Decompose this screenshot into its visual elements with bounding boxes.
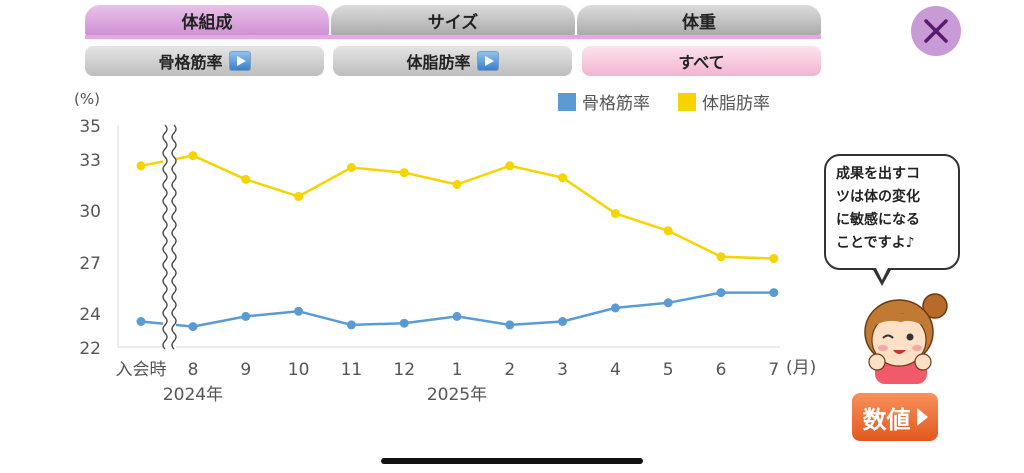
bubble-tail — [875, 266, 889, 280]
x-tick-label: 6 — [716, 360, 727, 380]
year-label: 2024年 — [163, 385, 223, 405]
data-point — [399, 168, 409, 178]
tab-label: 体重 — [682, 13, 716, 33]
year-label: 2025年 — [427, 385, 487, 405]
x-tick-label: 12 — [393, 360, 415, 380]
data-point — [769, 254, 779, 264]
subtab-label: 骨格筋率 — [158, 53, 223, 72]
subtab-all[interactable]: すべて — [582, 46, 821, 76]
axis-break-line — [162, 124, 168, 350]
data-point — [136, 317, 146, 326]
subtab-body-fat[interactable]: 体脂肪率 — [333, 46, 572, 76]
data-point — [716, 252, 726, 262]
axis-break-band — [163, 125, 176, 349]
coach-avatar-icon — [864, 293, 948, 384]
data-point — [346, 320, 356, 330]
values-button[interactable]: 数値 — [852, 393, 938, 441]
subtab-label: 体脂肪率 — [406, 53, 471, 72]
tab-body-composition[interactable]: 体組成 — [85, 5, 329, 36]
bubble-line: ツは体の変化 — [836, 189, 920, 205]
data-point — [610, 208, 620, 218]
data-point — [294, 306, 304, 316]
data-point — [294, 191, 304, 201]
x-tick-label: 3 — [557, 360, 568, 380]
data-point — [188, 322, 198, 332]
y-tick-label: 30 — [79, 202, 101, 222]
series-line-1 — [140, 154, 774, 260]
legend-swatch — [678, 93, 696, 111]
legend-swatch — [558, 93, 576, 111]
x-tick-label: 入会時 — [116, 360, 167, 380]
y-tick-label: 35 — [79, 117, 101, 137]
x-tick-label: 2 — [504, 360, 515, 380]
data-point — [241, 174, 251, 184]
advice-bubble: 成果を出すコ ツは体の変化 に敏感になる ことですよ♪ — [824, 154, 960, 270]
close-button[interactable] — [911, 6, 961, 56]
home-indicator[interactable] — [381, 458, 643, 464]
legend-label: 体脂肪率 — [702, 94, 770, 114]
series-line-0 — [140, 291, 774, 328]
data-point — [558, 173, 568, 183]
close-icon — [924, 19, 948, 43]
y-axis-unit: (%) — [74, 90, 100, 108]
subtab-skeletal-muscle[interactable]: 骨格筋率 — [85, 46, 324, 76]
data-point — [346, 163, 356, 172]
data-point — [505, 320, 515, 330]
data-point — [399, 318, 409, 328]
axis-break-line — [171, 124, 177, 350]
data-point — [558, 317, 568, 326]
tab-label: サイズ — [427, 13, 479, 33]
data-point — [769, 288, 779, 298]
subtab-label: すべて — [678, 53, 725, 72]
data-point — [716, 288, 726, 298]
tab-weight[interactable]: 体重 — [577, 5, 821, 36]
data-point — [663, 226, 673, 236]
data-point — [663, 298, 673, 308]
values-button-label: 数値 — [862, 405, 911, 434]
play-icon — [916, 408, 928, 426]
tab-label: 体組成 — [181, 13, 233, 33]
y-tick-label: 27 — [79, 254, 101, 274]
x-tick-label: 1 — [452, 360, 463, 380]
tab-underline — [85, 35, 821, 39]
tab-size[interactable]: サイズ — [331, 5, 575, 36]
x-tick-label: 5 — [663, 360, 674, 380]
data-point — [188, 151, 198, 161]
play-icon — [228, 51, 251, 71]
data-point — [452, 180, 462, 189]
x-tick-label: 10 — [288, 360, 310, 380]
y-tick-label: 24 — [79, 305, 101, 325]
y-tick-label: 33 — [79, 151, 101, 171]
data-point — [610, 303, 620, 313]
x-tick-label: 7 — [768, 360, 779, 380]
play-icon — [476, 51, 499, 71]
data-point — [505, 161, 515, 171]
bubble-line: に敏感になる — [836, 212, 920, 228]
bubble-line: ことですよ♪ — [836, 235, 915, 251]
x-tick-label: 4 — [610, 360, 621, 380]
data-point — [136, 161, 146, 171]
x-tick-label: 8 — [188, 360, 199, 380]
data-point — [241, 311, 251, 321]
data-point — [452, 311, 462, 321]
bubble-line: 成果を出すコ — [836, 166, 920, 182]
x-tick-label: 11 — [341, 360, 363, 380]
legend-label: 骨格筋率 — [582, 94, 650, 114]
x-axis-unit: (月) — [786, 358, 816, 378]
x-tick-label: 9 — [240, 360, 251, 380]
y-tick-label: 22 — [79, 339, 101, 359]
